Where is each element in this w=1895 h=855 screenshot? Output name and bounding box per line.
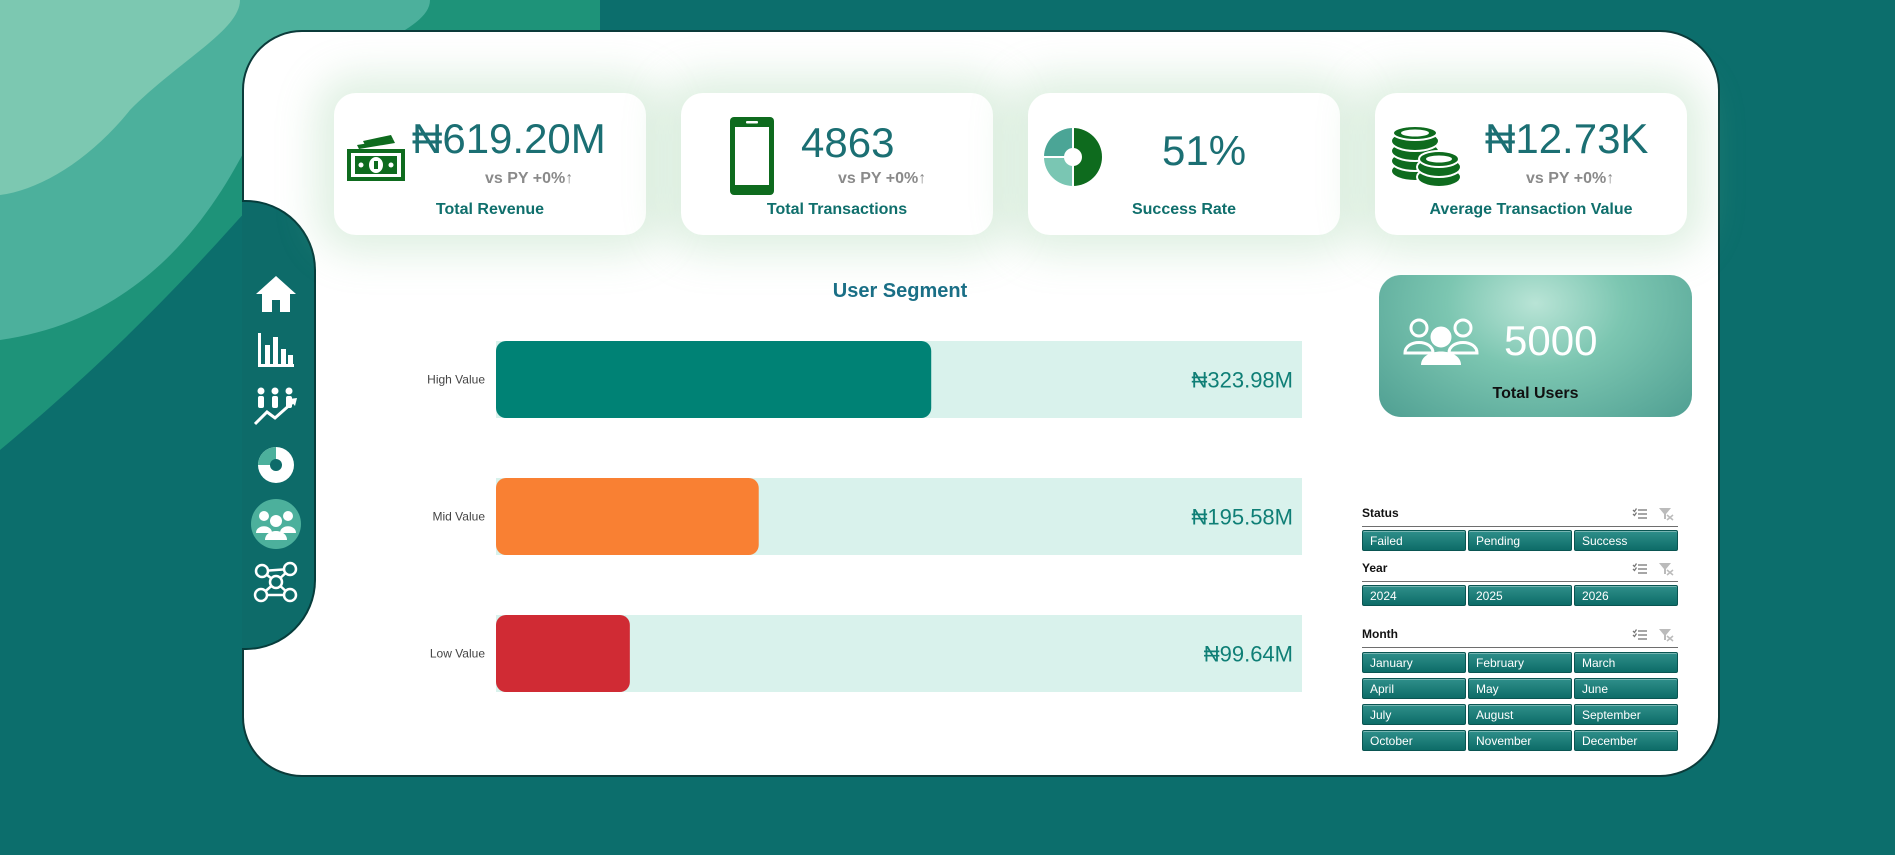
slicer-option[interactable]: July (1362, 704, 1466, 725)
kpi-value: ₦12.73K (1485, 115, 1649, 162)
kpi-label: Success Rate (1131, 201, 1237, 218)
nav-success[interactable] (250, 441, 302, 489)
slicer-header: Year (1362, 561, 1678, 582)
bar (496, 615, 630, 692)
user-segment-chart: High Value ₦323.98M Mid Value ₦195.58M Low V… (427, 341, 1302, 692)
vs-change: +0%↑ (1573, 170, 1615, 187)
slicer-option[interactable]: August (1468, 704, 1572, 725)
slicer-title: Year (1362, 561, 1388, 575)
data-label: ₦323.98M (1191, 368, 1293, 393)
bar (496, 341, 932, 418)
slicer-month: Month January February March April May J… (1362, 627, 1678, 753)
category-label: High Value (427, 373, 485, 387)
nav-network[interactable] (250, 558, 302, 606)
total-users-value: 5000 (1504, 317, 1598, 364)
multi-select-icon[interactable] (1632, 628, 1648, 642)
slicer-year: Year 2024 2025 2026 (1362, 561, 1678, 606)
coins-icon (1390, 125, 1462, 188)
nav-home[interactable] (250, 270, 302, 318)
kpi-label: Total Transactions (766, 201, 908, 218)
slicer-title: Month (1362, 627, 1398, 641)
users-icon (1403, 318, 1479, 365)
clear-filter-icon[interactable] (1658, 562, 1674, 576)
pie-icon (1044, 128, 1102, 186)
nav-reports[interactable] (250, 326, 302, 374)
chart-title: User Segment (832, 280, 968, 302)
kpi-value: 4863 (801, 119, 895, 166)
kpi-value: ₦619.20M (412, 115, 606, 162)
bar (496, 478, 759, 555)
slicer-title: Status (1362, 506, 1399, 520)
clear-filter-icon[interactable] (1658, 507, 1674, 521)
multi-select-icon[interactable] (1632, 562, 1648, 576)
slicer-option[interactable]: December (1574, 730, 1678, 751)
slicer-option[interactable]: 2024 (1362, 585, 1466, 606)
slicer-option[interactable]: January (1362, 652, 1466, 673)
slicer-option[interactable]: March (1574, 652, 1678, 673)
slicer-option[interactable]: November (1468, 730, 1572, 751)
slicer-option[interactable]: September (1574, 704, 1678, 725)
vs-label: vs PY (485, 170, 529, 187)
slicer-header: Month (1362, 627, 1678, 648)
slicer-option[interactable]: 2026 (1574, 585, 1678, 606)
kpi-comparison: vs PY +0%↑ (485, 170, 573, 188)
slicer-option[interactable]: Failed (1362, 530, 1466, 551)
smartphone-icon (730, 117, 774, 195)
cash-icon (347, 135, 405, 181)
bar-chart-icon (258, 333, 294, 367)
clear-filter-icon[interactable] (1658, 628, 1674, 642)
data-label: ₦99.64M (1204, 642, 1293, 667)
slicer-option[interactable]: Pending (1468, 530, 1572, 551)
kpi-comparison: vs PY +0%↑ (1526, 170, 1614, 188)
kpi-label: Total Revenue (435, 201, 545, 218)
kpi-total-transactions: 4863 vs PY +0%↑ Total Transactions (681, 93, 993, 235)
vs-label: vs PY (1526, 170, 1570, 187)
slicer-option[interactable]: June (1574, 678, 1678, 699)
slicer-option[interactable]: 2025 (1468, 585, 1572, 606)
multi-select-icon[interactable] (1632, 507, 1648, 521)
slicer-option[interactable]: April (1362, 678, 1466, 699)
network-icon (253, 561, 298, 603)
slicer-option[interactable]: Success (1574, 530, 1678, 551)
category-label: Low Value (430, 647, 485, 661)
kpi-success-rate: 51% Success Rate (1028, 93, 1340, 235)
kpi-label: Average Transaction Value (1429, 201, 1633, 218)
kpi-comparison: vs PY +0%↑ (838, 170, 926, 188)
slicer-status: Status Failed Pending Success (1362, 506, 1678, 551)
nav-growth[interactable] (250, 382, 302, 430)
home-icon (256, 276, 296, 312)
kpi-average-transaction-value: ₦12.73K vs PY +0%↑ Average Transaction V… (1375, 93, 1687, 235)
users-icon (256, 511, 296, 540)
vs-label: vs PY (838, 170, 882, 187)
nav-users[interactable] (250, 499, 302, 549)
vs-change: +0%↑ (885, 170, 927, 187)
slicer-header: Status (1362, 506, 1678, 527)
slicer-option[interactable]: October (1362, 730, 1466, 751)
kpi-value: 51% (1162, 127, 1247, 174)
slicer-option[interactable]: February (1468, 652, 1572, 673)
slicer-option[interactable]: May (1468, 678, 1572, 699)
people-trend-icon (253, 387, 297, 426)
vs-change: +0%↑ (532, 170, 574, 187)
bar-track (496, 615, 1302, 692)
data-label: ₦195.58M (1191, 505, 1293, 530)
category-label: Mid Value (433, 510, 486, 524)
kpi-total-revenue: ₦619.20M vs PY +0%↑ Total Revenue (334, 93, 646, 235)
total-users-card: 5000 Total Users (1379, 275, 1692, 417)
donut-icon (258, 447, 294, 483)
total-users-label: Total Users (1492, 385, 1579, 402)
